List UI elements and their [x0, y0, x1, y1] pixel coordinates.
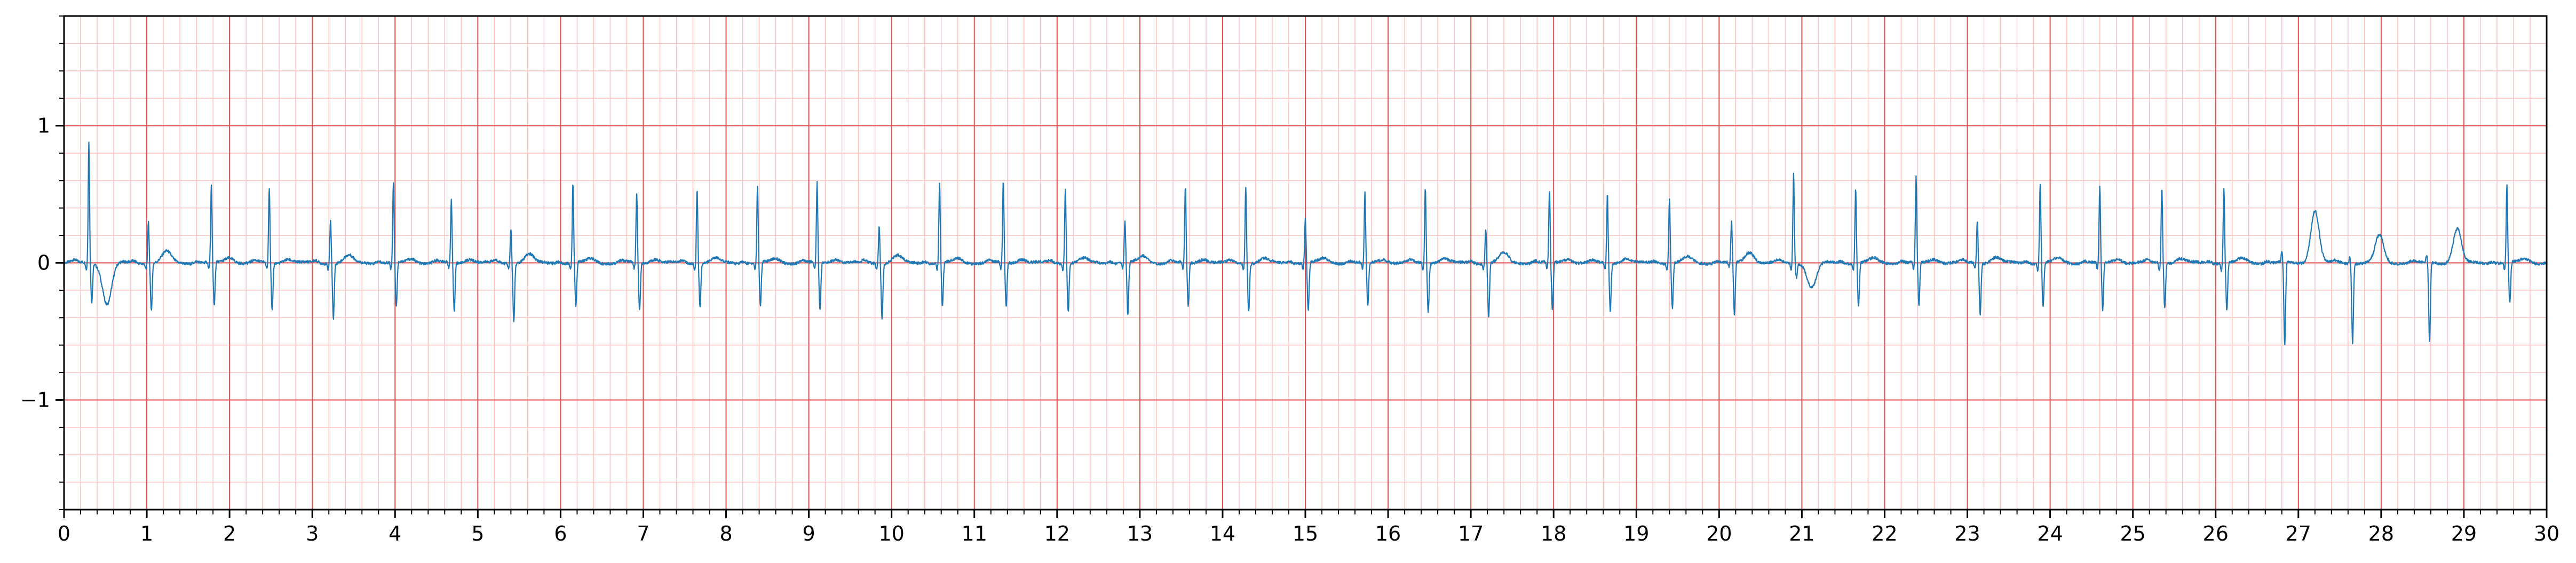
x-tick-label: 15 [1293, 522, 1318, 545]
x-tick-label: 3 [306, 522, 319, 545]
y-tick-label: 0 [37, 251, 50, 275]
x-tick-label: 29 [2451, 522, 2477, 545]
x-tick-label: 26 [2203, 522, 2229, 545]
x-tick-label: 5 [471, 522, 484, 545]
x-tick-label: 25 [2120, 522, 2145, 545]
y-tick-label: 1 [37, 114, 50, 138]
x-tick-label: 14 [1210, 522, 1235, 545]
x-tick-label: 12 [1044, 522, 1070, 545]
y-tick-label: −1 [20, 388, 50, 411]
x-tick-label: 23 [1954, 522, 1980, 545]
x-tick-label: 21 [1789, 522, 1814, 545]
x-tick-label: 27 [2286, 522, 2311, 545]
x-tick-label: 28 [2368, 522, 2394, 545]
x-tick-label: 10 [878, 522, 904, 545]
x-tick-label: 24 [2037, 522, 2063, 545]
ecg-trace-0 [63, 141, 2548, 346]
x-tick-label: 16 [1375, 522, 1401, 545]
x-tick-label: 6 [554, 522, 567, 545]
x-tick-label: 9 [803, 522, 815, 545]
x-tick-label: 20 [1706, 522, 1732, 545]
x-tick-label: 1 [140, 522, 153, 545]
x-tick-label: 22 [1872, 522, 1897, 545]
x-tick-label: 2 [223, 522, 236, 545]
x-tick-label: 30 [2534, 522, 2559, 545]
x-tick-label: 8 [719, 522, 732, 545]
x-tick-label: 17 [1458, 522, 1484, 545]
x-tick-label: 18 [1541, 522, 1566, 545]
x-tick-label: 7 [637, 522, 649, 545]
x-tick-label: 13 [1127, 522, 1153, 545]
x-axis: 0 1 2 3 4 5 6 7 8 9 10 11 12 13 14 15 16 17 18 19 20 21 22 23 24… [58, 510, 2559, 545]
y-axis: −1 0 1 [20, 15, 64, 510]
x-tick-label: 0 [58, 522, 70, 545]
x-tick-label: 11 [962, 522, 987, 545]
x-tick-label: 4 [389, 522, 401, 545]
x-tick-label: 19 [1623, 522, 1649, 545]
series-layer [63, 141, 2548, 346]
